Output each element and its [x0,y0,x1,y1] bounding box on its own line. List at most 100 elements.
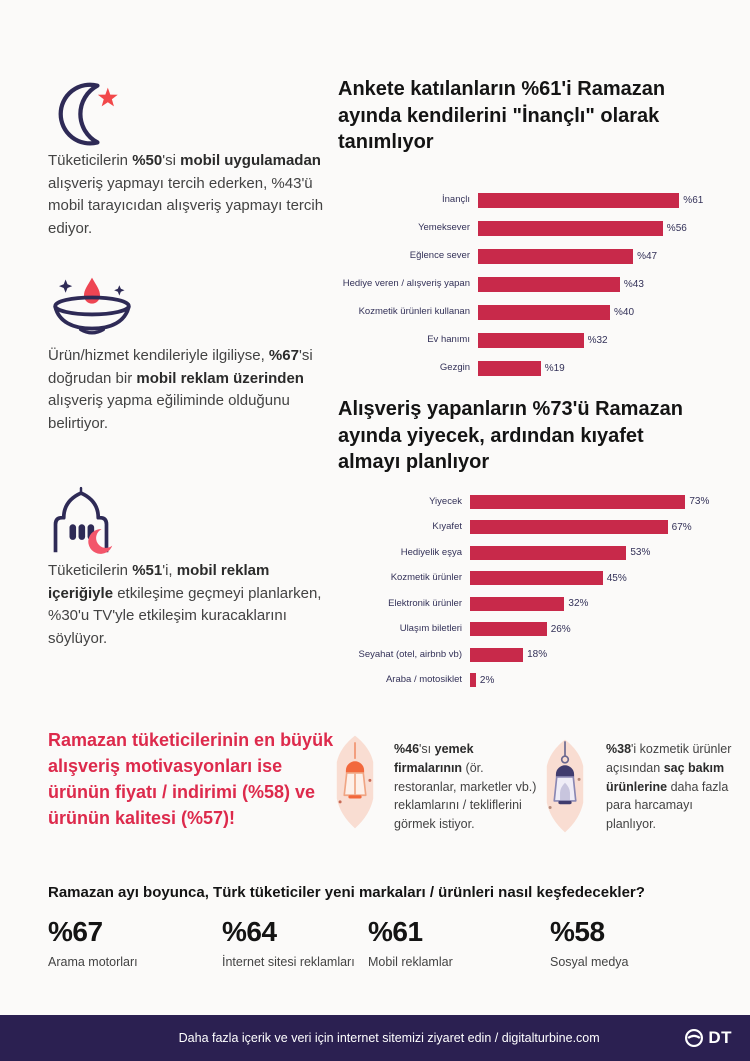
chart1-title: Ankete katılanların %61'i Ramazan ayında… [338,78,666,154]
dt-logo-text: DT [708,1028,732,1047]
text-segment-bold: %50 [132,152,163,169]
bar-category-label: Araba / motosiklet [385,674,462,686]
text-segment: Ürün/hizmet kendileriyle ilgiliyse, [48,347,269,364]
text-segment: Tüketicilerin [48,152,133,169]
bar-row: Yemeksever %56 [338,214,738,242]
stat-label: Arama motorları [48,955,138,969]
text-segment: Tüketicilerin [48,562,133,579]
text-segment: 'si [162,152,181,169]
digital-turbine-logo: DT [684,1028,732,1048]
text-segment-bold: saç bakım ürünlerine [606,760,725,794]
highlight-motivation-text: Ramazan tüketicilerinin en büyük alışver… [48,730,334,829]
discovery-stat-website-ads: %64 İnternet sitesi reklamları [222,916,355,969]
bar-category-label: Seyahat (otel, airbnb vb) [358,648,462,660]
bar-value-label: 73% [689,496,710,508]
bar-value-label: %40 [614,306,635,318]
bar-row: Kıyafet 67% [338,515,738,541]
bar [478,220,663,236]
bar-row: Kozmetik ürünler 45% [338,566,738,592]
text-segment-bold: %46 [394,742,420,756]
footer-bar: Daha fazla içerik ve veri için internet … [0,1015,750,1061]
bar-category-label: Eğlence sever [409,249,470,261]
bar-value-label: 53% [630,547,651,559]
stat-value: %58 [550,916,605,947]
bar-row: Ulaşım biletleri 26% [338,617,738,643]
oil-lamp-icon [44,272,140,343]
text-segment: 'si doğrudan bir [48,347,313,387]
bar-row: Elektronik ürünler 32% [338,591,738,617]
bar-category-label: Kozmetik ürünleri kullanan [358,305,470,317]
stat-value: %61 [368,916,423,947]
bar-category-label: Yemeksever [418,221,470,233]
bar [478,332,584,348]
bar-category-label: Kozmetik ürünler [390,572,462,584]
bar-value-label: %47 [637,250,658,262]
note-haircare-spend: %38'i kozmetik ürünler açısından saç bak… [606,740,746,834]
bar [470,596,565,611]
bar-value-label: 45% [606,572,627,584]
bar-category-label: Hediye veren / alışveriş yapan [342,277,470,289]
bar-category-label: Hediyelik eşya [400,546,462,558]
footer-text: Daha fazla içerik ve veri için internet … [178,1031,600,1045]
bar [478,248,634,264]
text-segment-bold: %67 [268,347,299,364]
mosque-icon [44,486,118,561]
discovery-stat-search: %67 Arama motorları [48,916,138,969]
bar-value-label: 67% [671,521,692,533]
bar-value-label: 32% [568,598,589,610]
bar [470,545,627,560]
dt-swirl-icon [685,1029,704,1047]
text-segment-bold: %38 [606,742,632,756]
bar [470,571,603,586]
bar [478,304,610,320]
stat-text-mobile-app: Tüketicilerin %50'si mobil uygulamadan a… [48,150,326,240]
text-segment: 'sı [419,742,435,756]
text-segment: (ör. restoranlar, marketler vb.) reklaml… [394,760,537,831]
bar-value-label: %32 [587,334,608,346]
text-segment: alışveriş yapmayı tercih ederken, %43'ü … [48,174,324,237]
bar [470,673,476,688]
text-segment: 'i, [162,562,177,579]
bar-category-label: Kıyafet [432,521,462,533]
bar-row: Seyahat (otel, airbnb vb) 18% [338,642,738,668]
lantern-purple-icon [540,738,590,839]
bar-row: Kozmetik ürünleri kullanan %40 [338,298,738,326]
bar [470,622,547,637]
note-food-ads: %46'sı yemek firmalarının (ör. restoranl… [394,740,538,834]
text-segment: daha fazla para harcamayı planlıyor. [606,779,729,832]
bar [478,360,541,376]
bar-value-label: %61 [683,194,704,206]
stat-label: Mobil reklamlar [368,955,453,969]
text-segment: 'i kozmetik ürünler açısından [606,742,732,775]
bar-category-label: Ulaşım biletleri [399,623,462,635]
discovery-stat-mobile-ads: %61 Mobil reklamlar [368,916,453,969]
bar-category-label: İnançlı [442,193,470,205]
bar-category-label: Elektronik ürünler [388,597,462,609]
bar-value-label: %43 [623,278,644,290]
text-segment: alışveriş yapma eğiliminde olduğunu beli… [48,392,290,432]
bar-value-label: 2% [479,674,495,686]
lantern-orange-icon [330,734,380,835]
bar-chart-purchase-plans: Yiyecek 73% Kıyafet 67% Hediyelik eşya 53% Koz… [338,489,738,693]
stat-label: İnternet sitesi reklamları [222,955,355,969]
chart2-title: Alışveriş yapanların %73'ü Ramazan ayınd… [338,398,683,474]
text-segment-bold: mobil reklam içeriğiyle [48,562,270,602]
bar-row: Hediye veren / alışveriş yapan %43 [338,270,738,298]
bar-category-label: Yiyecek [429,495,462,507]
bar-row: İnançlı %61 [338,186,738,214]
crescent-star-icon [48,80,126,155]
bar-category-label: Gezgin [439,361,470,373]
text-segment-bold: mobil reklam üzerinden [136,369,304,387]
discovery-stat-social-media: %58 Sosyal medya [550,916,629,969]
stat-text-ad-engagement: Tüketicilerin %51'i, mobil reklam içeriğ… [48,560,326,650]
bar [478,276,620,292]
bar-value-label: %56 [666,222,687,234]
bar-chart-self-description: İnançlı %61 Yemeksever %56 Eğlence sever %47 H… [338,186,738,382]
text-segment: etkileşime geçmeyi planlarken, %30'u TV'… [48,584,322,647]
bar-row: Ev hanımı %32 [338,326,738,354]
bar-row: Araba / motosiklet 2% [338,668,738,694]
bar-category-label: Ev hanımı [427,333,470,345]
bar-row: Eğlence sever %47 [338,242,738,270]
bar [478,192,680,208]
